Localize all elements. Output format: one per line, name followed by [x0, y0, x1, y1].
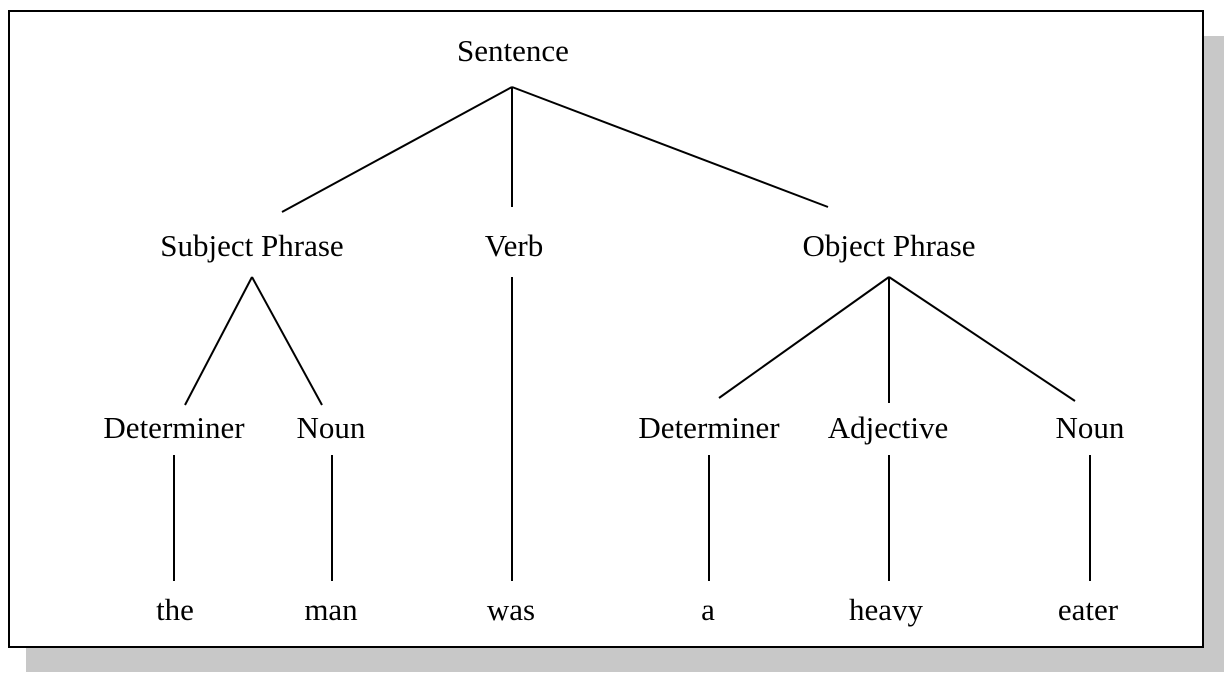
tree-nodes: Sentence Subject Phrase Verb Object Phra…: [103, 33, 1125, 627]
tree-edges: [173, 86, 1091, 581]
edge-subject-determiner: [184, 276, 253, 406]
node-object-noun: Noun: [1056, 410, 1125, 445]
node-sentence: Sentence: [457, 33, 569, 68]
word-was: was: [487, 592, 535, 627]
word-eater: eater: [1058, 592, 1119, 627]
edge-sentence-object: [511, 86, 829, 208]
edge-sentence-subject: [281, 86, 513, 213]
node-subject-noun: Noun: [297, 410, 366, 445]
node-object-determiner: Determiner: [638, 410, 780, 445]
node-object-adjective: Adjective: [828, 410, 949, 445]
word-heavy: heavy: [849, 592, 924, 627]
edge-object-noun: [888, 276, 1076, 402]
node-verb: Verb: [485, 228, 544, 263]
diagram-frame: [8, 10, 1204, 648]
word-the: the: [156, 592, 194, 627]
word-man: man: [304, 592, 358, 627]
node-object-phrase: Object Phrase: [802, 228, 975, 263]
word-a: a: [701, 592, 715, 627]
edge-object-determiner: [718, 276, 890, 399]
node-subject-determiner: Determiner: [103, 410, 245, 445]
edge-subject-noun: [251, 276, 323, 406]
node-subject-phrase: Subject Phrase: [160, 228, 343, 263]
